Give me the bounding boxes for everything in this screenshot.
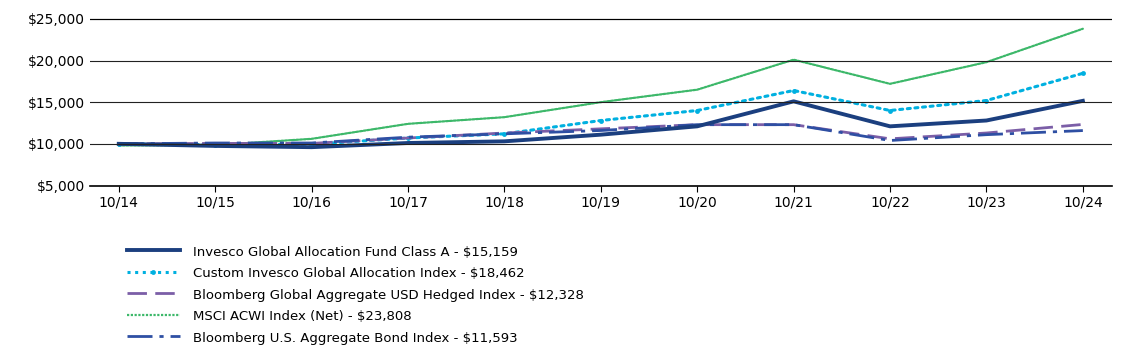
Legend: Invesco Global Allocation Fund Class A - $15,159, Custom Invesco Global Allocati: Invesco Global Allocation Fund Class A -…	[127, 245, 584, 345]
